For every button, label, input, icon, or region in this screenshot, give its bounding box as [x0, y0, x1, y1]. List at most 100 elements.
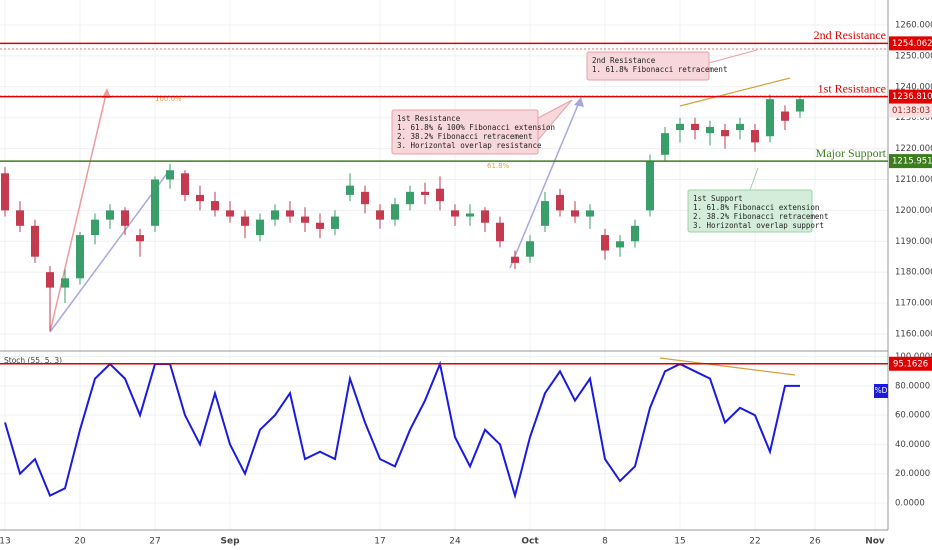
countdown: 01:38:03	[892, 106, 930, 116]
candle-body	[751, 130, 759, 143]
candle-body	[511, 256, 519, 263]
candle-body	[796, 99, 804, 112]
candle-body	[616, 241, 624, 248]
x-tick-label: 27	[149, 537, 160, 547]
candle-body	[226, 210, 234, 217]
candle-body	[301, 216, 309, 223]
candle-body	[706, 126, 714, 134]
candle-body	[541, 201, 549, 226]
note-text: 2nd Resistance	[592, 56, 656, 65]
candle-body	[376, 210, 384, 220]
x-tick-label: 13	[0, 537, 11, 547]
y-tick-label: 1210.000	[895, 175, 932, 185]
countdown-badge	[889, 103, 932, 118]
price-badge-label: 1236.810	[892, 92, 932, 102]
price-badge	[889, 89, 932, 104]
candle-body	[676, 123, 684, 131]
candle-body	[586, 210, 594, 217]
x-tick-label: 26	[809, 537, 821, 547]
candle-body	[571, 210, 579, 217]
candle-body	[421, 191, 429, 195]
y-tick-label: 60.0000	[895, 411, 930, 421]
candle-body	[391, 204, 399, 220]
note-text: 1. 61.8% Fibonacci extension	[693, 203, 819, 212]
pointer	[749, 167, 759, 191]
marks	[0, 42, 888, 500]
y-tick-label: 1160.000	[895, 329, 932, 339]
candle-body	[256, 219, 264, 236]
note-box	[687, 189, 813, 233]
candle-body	[76, 235, 84, 279]
fib-label: 61.8%	[487, 162, 510, 170]
candle-body	[661, 133, 669, 155]
candle-body	[166, 170, 174, 180]
price-badge-label: 1215.951	[892, 157, 932, 167]
candle-body	[136, 235, 144, 242]
candle-body	[151, 179, 159, 226]
x-tick-label: Oct	[521, 537, 539, 547]
trend-line	[659, 357, 796, 376]
candle-body	[241, 216, 249, 226]
candle-body	[46, 272, 54, 288]
x-tick-label: Nov	[865, 537, 885, 547]
note-text: 2. 38.2% Fibonacci retracement	[693, 212, 828, 221]
y-tick-label: 1260.000	[895, 21, 932, 31]
candle-body	[181, 173, 189, 195]
note-box	[391, 109, 539, 155]
x-tick-label: Sep	[220, 537, 240, 547]
candle-body	[556, 194, 564, 211]
note-text: 3. Horizontal overlap resistance	[397, 141, 542, 150]
legend-badge	[874, 384, 888, 398]
annotation: 1st Resistance 1. 61.8% & 100% Fibonacci…	[391, 99, 573, 155]
candle-body	[211, 201, 219, 211]
y-tick-label: 1220.000	[895, 144, 932, 154]
y-tick-label: 1230.000	[895, 113, 932, 123]
fib-label: 100.0%	[155, 95, 182, 103]
candle-body	[721, 130, 729, 137]
arrow	[509, 99, 581, 269]
level-name: 2nd Resistance	[814, 28, 886, 42]
candle-body	[466, 213, 474, 217]
annotation: 2nd Resistance 1. 61.8% Fibonacci retrac…	[586, 49, 758, 81]
note-text: 2. 38.2% Fibonacci retracement	[397, 132, 532, 141]
level-name: 1st Resistance	[818, 81, 886, 95]
annotation: 1st Support 1. 61.8% Fibonacci extension…	[687, 167, 828, 233]
candle-body	[331, 216, 339, 229]
y-tick-label: 1170.000	[895, 299, 932, 309]
y-tick-label: 20.0000	[895, 469, 930, 479]
candle-body	[31, 225, 39, 257]
candle-body	[16, 210, 24, 226]
candle-body	[766, 99, 774, 137]
note-text: 1st Resistance	[397, 114, 461, 123]
value-badge	[889, 356, 932, 371]
y-tick-label: 1240.000	[895, 82, 932, 92]
candle-body	[451, 210, 459, 217]
x-tick-label: 24	[449, 537, 461, 547]
note-text: 1. 61.8% & 100% Fibonacci extension	[397, 123, 555, 132]
y-tick-label: 1180.000	[895, 268, 932, 278]
candle-body	[436, 188, 444, 202]
x-tick-label: 20	[74, 537, 86, 547]
candle-body	[631, 225, 639, 242]
y-tick-label: 1250.000	[895, 51, 932, 61]
candle-body	[271, 210, 279, 220]
stoch-line	[4, 360, 800, 500]
candle-body	[1, 173, 9, 211]
candle-body	[361, 191, 369, 205]
price-badge-label: 1254.062	[892, 39, 932, 49]
note-text: 1st Support	[693, 194, 743, 203]
candle-body	[526, 241, 534, 257]
candle-body	[106, 210, 114, 220]
x-tick-label: 8	[602, 537, 608, 547]
candle-body	[346, 185, 354, 195]
candle-body	[601, 235, 609, 251]
overlay: 1160.000 1170.000 1180.000 1190.000 1200.000…	[0, 21, 932, 547]
pointer	[704, 49, 758, 65]
value-badge-label: 95.1626	[893, 359, 928, 369]
x-tick-label: 17	[374, 537, 385, 547]
candle-body	[496, 222, 504, 242]
legend-label: %D	[875, 386, 888, 395]
arrow-head	[574, 97, 584, 107]
